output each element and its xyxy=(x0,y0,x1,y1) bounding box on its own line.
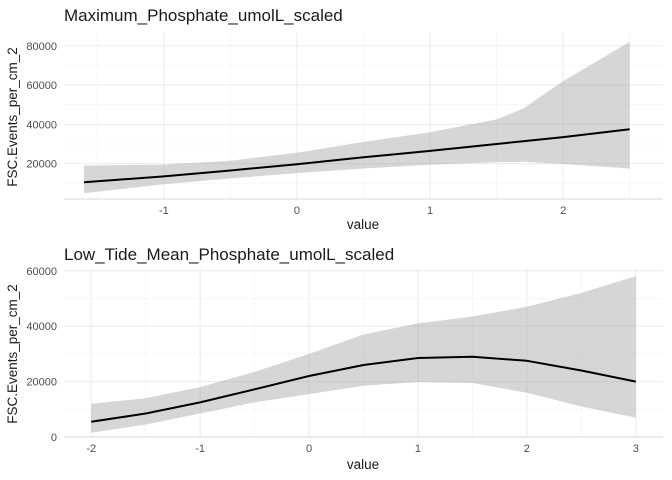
panel-title: Low_Tide_Mean_Phosphate_umolL_scaled xyxy=(64,245,394,264)
x-tick-label: 2 xyxy=(560,205,566,217)
panel-title: Maximum_Phosphate_umolL_scaled xyxy=(64,6,343,25)
x-axis-label: value xyxy=(347,217,379,232)
fit-line xyxy=(91,355,636,423)
x-tick-label: 3 xyxy=(633,443,639,455)
marks xyxy=(83,41,630,194)
x-tick-label: 1 xyxy=(427,205,433,217)
fit-line xyxy=(83,128,630,184)
x-tick-label: -1 xyxy=(195,443,205,455)
y-axis-label: FSC.Events_per_cm_2 xyxy=(5,47,20,187)
y-tick-label: 60000 xyxy=(26,266,57,278)
y-tick-label: 20000 xyxy=(26,159,57,171)
y-tick-label: 40000 xyxy=(26,321,57,333)
y-tick-label: 0 xyxy=(51,432,57,444)
x-axis-label: value xyxy=(347,457,379,472)
y-axis-label: FSC.Events_per_cm_2 xyxy=(5,284,20,424)
x-tick-labels: -2 -1 0 1 2 3 xyxy=(86,443,638,455)
chart-panel-maximum-phosphate: Maximum_Phosphate_umolL_scaled -1 0 1 2 200… xyxy=(5,6,663,232)
confidence-band xyxy=(91,276,636,433)
grid xyxy=(64,268,663,438)
y-tick-label: 80000 xyxy=(26,41,57,53)
y-tick-label: 40000 xyxy=(26,119,57,131)
x-tick-label: 0 xyxy=(294,205,300,217)
x-tick-label: 1 xyxy=(415,443,421,455)
x-tick-label: 0 xyxy=(306,443,312,455)
y-tick-label: 20000 xyxy=(26,377,57,389)
y-tick-labels: 20000 40000 60000 80000 xyxy=(26,41,57,171)
x-tick-labels: -1 0 1 2 xyxy=(159,205,566,217)
x-tick-label: -1 xyxy=(159,205,169,217)
y-tick-label: 60000 xyxy=(26,80,57,92)
confidence-band xyxy=(84,41,630,194)
chart-panel-low-tide-mean-phosphate: Low_Tide_Mean_Phosphate_umolL_scaled -2-… xyxy=(5,245,663,472)
x-tick-label: -2 xyxy=(86,443,96,455)
x-tick-label: 2 xyxy=(524,443,530,455)
grid xyxy=(64,32,663,200)
y-tick-labels: 0 20000 40000 60000 xyxy=(26,266,57,444)
marks xyxy=(91,276,636,433)
